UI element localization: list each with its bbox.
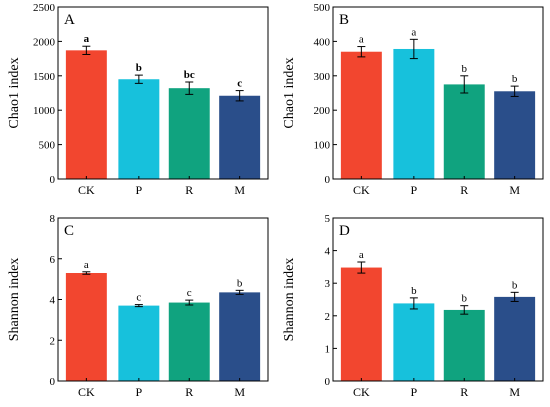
y-tick-label: 0 (325, 174, 331, 186)
x-tick-label-p: P (136, 183, 143, 197)
significance-label-r: bc (184, 69, 195, 81)
plot-frame (57, 217, 269, 382)
y-tick-label: 100 (314, 140, 331, 152)
y-axis-label: Shannon index (7, 258, 22, 342)
y-tick-label: 6 (50, 254, 56, 266)
significance-label-m: b (512, 73, 518, 85)
panel-letter: B (339, 12, 349, 28)
x-tick-label-m: M (509, 385, 520, 399)
y-tick-label: 2500 (33, 2, 56, 14)
y-tick-label: 1000 (33, 105, 56, 117)
bar-p (118, 79, 160, 179)
y-tick-label: 500 (39, 140, 56, 152)
panel-d: a CK b Pb Rb M 0 1 2 3 4 5D Shannon index (282, 213, 544, 399)
x-tick-label-ck: CK (78, 385, 95, 399)
panel-b: a CK a Pb Rb M 0 100 200 300 400 500 B Chao1 index (282, 2, 544, 197)
y-tick-label: 4 (50, 295, 56, 307)
bar-ck (340, 267, 382, 381)
y-tick-label: 1 (325, 343, 331, 355)
x-tick-label-r: R (460, 385, 468, 399)
significance-label-p: b (411, 285, 417, 297)
significance-label-ck: a (359, 249, 364, 261)
y-tick-label: 500 (314, 2, 331, 14)
significance-label-m: c (237, 78, 242, 90)
bar-m (494, 91, 536, 179)
significance-label-m: b (237, 277, 243, 289)
y-tick-label: 400 (314, 36, 331, 48)
y-tick-label: 200 (314, 105, 331, 117)
x-tick-label-ck: CK (78, 183, 95, 197)
x-tick-label-p: P (411, 385, 418, 399)
significance-label-ck: a (84, 259, 89, 271)
y-tick-label: 8 (50, 213, 56, 225)
significance-label-p: a (411, 26, 416, 38)
significance-label-r: b (462, 63, 468, 75)
bar-ck (340, 51, 382, 179)
plot-frame (332, 6, 544, 180)
y-tick-label: 2 (50, 335, 56, 347)
bar-r (443, 309, 485, 381)
x-tick-label-r: R (460, 183, 468, 197)
y-tick-label: 300 (314, 71, 331, 83)
x-tick-label-r: R (185, 385, 193, 399)
y-tick-label: 0 (50, 376, 56, 388)
bar-ck (65, 273, 107, 381)
significance-label-m: b (512, 279, 518, 291)
bar-p (118, 305, 160, 381)
plot-frame (57, 6, 269, 180)
x-tick-label-p: P (411, 183, 418, 197)
bar-m (494, 296, 536, 381)
y-tick-label: 2 (325, 311, 331, 323)
significance-label-p: c (136, 292, 141, 304)
y-tick-label: 3 (325, 278, 331, 290)
bar-r (168, 88, 210, 179)
panel-c: a CK c Pc Rb M 0 2 4 6 8C Shannon index (7, 213, 269, 399)
bar-r (443, 84, 485, 179)
bar-m (219, 292, 261, 381)
y-axis-label: Chao1 index (7, 57, 22, 128)
bar-m (219, 95, 261, 179)
y-axis-label: Shannon index (282, 258, 297, 342)
significance-label-ck: a (84, 33, 90, 45)
panel-letter: A (64, 12, 75, 28)
x-tick-label-ck: CK (353, 385, 370, 399)
y-tick-label: 0 (325, 376, 331, 388)
y-axis-label: Chao1 index (282, 57, 297, 128)
significance-label-r: c (187, 287, 192, 299)
panel-letter: D (339, 223, 350, 239)
panel-a: a CK b Pbc Rc M 0 500 1000 1500 2000 2500 A Chao1 ind… (7, 2, 269, 197)
x-tick-label-m: M (234, 183, 245, 197)
bar-p (393, 48, 435, 179)
y-tick-label: 0 (50, 174, 56, 186)
plot-frame (332, 217, 544, 382)
y-tick-label: 2000 (33, 36, 56, 48)
significance-label-ck: a (359, 34, 364, 46)
x-tick-label-p: P (136, 385, 143, 399)
y-tick-label: 5 (325, 213, 331, 225)
y-tick-label: 4 (325, 246, 331, 258)
bar-r (168, 302, 210, 381)
bar-p (393, 303, 435, 381)
x-tick-label-ck: CK (353, 183, 370, 197)
significance-label-p: b (136, 62, 142, 74)
y-tick-label: 1500 (33, 71, 56, 83)
panel-letter: C (64, 223, 74, 239)
bar-ck (65, 50, 107, 180)
x-tick-label-m: M (509, 183, 520, 197)
x-tick-label-r: R (185, 183, 193, 197)
significance-label-r: b (462, 293, 468, 305)
x-tick-label-m: M (234, 385, 245, 399)
